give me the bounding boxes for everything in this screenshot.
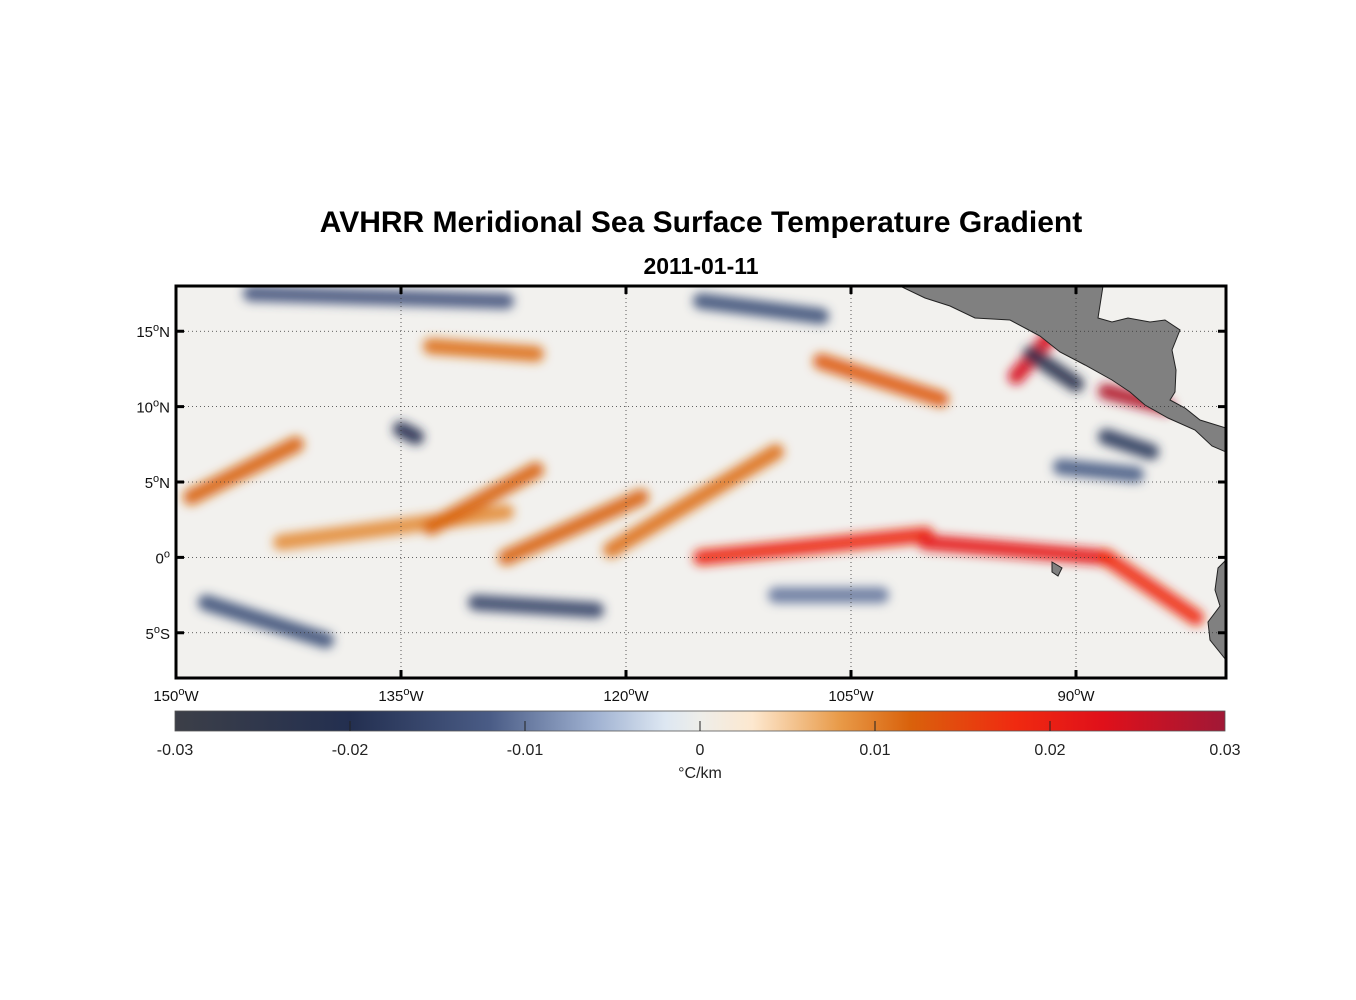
lon-tick-label: 135oW (378, 686, 424, 705)
lon-tick-label: 90oW (1058, 686, 1096, 705)
gradient-feature (1098, 428, 1159, 460)
lon-tick-label: 150oW (153, 686, 199, 705)
lon-tick-label: 105oW (828, 686, 874, 705)
colorbar-tick-label: 0 (696, 742, 705, 759)
gradient-feature (1098, 549, 1204, 626)
map-frame (174, 284, 1228, 680)
galapagos-land (1051, 561, 1063, 577)
colorbar-tick-label: 0.01 (859, 742, 890, 759)
gradient-feature (393, 421, 424, 445)
lat-tick-label: 10oN (136, 398, 170, 417)
landmass (899, 286, 1226, 661)
latitude-labels: 15oN 10oN 5oN 0o 5oS (136, 322, 170, 643)
colorbar-tick-label: 0.03 (1209, 742, 1240, 759)
gradient-feature (273, 504, 514, 551)
colorbar: -0.03 -0.02 -0.01 0 0.01 0.02 0.03 °C/km (157, 710, 1241, 782)
gradient-feature (423, 338, 544, 362)
colorbar-tick-label: 0.02 (1034, 742, 1065, 759)
gradient-feature (1053, 458, 1144, 483)
lat-tick-label: 15oN (136, 322, 170, 341)
gradient-field (183, 286, 1204, 649)
gradient-feature (198, 594, 334, 649)
colorbar-tick-label: -0.02 (332, 742, 369, 759)
lat-tick-label: 0o (156, 548, 170, 567)
central-america-land (899, 286, 1226, 453)
map-plot-area (174, 284, 1228, 680)
south-america-land (1207, 559, 1226, 661)
colorbar-tick-label: -0.01 (507, 742, 544, 759)
gradient-feature (813, 353, 949, 408)
graticule (176, 286, 1226, 678)
lat-tick-label: 5oS (146, 624, 170, 643)
lon-tick-label: 120oW (603, 686, 649, 705)
longitude-labels: 150oW 135oW 120oW 105oW 90oW (153, 686, 1095, 705)
gradient-feature (243, 286, 514, 310)
gradient-feature (603, 443, 784, 558)
map-title: AVHRR Meridional Sea Surface Temperature… (319, 206, 1083, 239)
gradient-feature (693, 293, 829, 325)
gradient-feature (183, 436, 304, 506)
gradient-feature (693, 526, 934, 566)
lat-tick-label: 5oN (145, 473, 170, 492)
gradient-feature (468, 594, 604, 619)
gradient-feature (423, 461, 544, 536)
map-subtitle: 2011-01-11 (643, 253, 759, 279)
gradient-feature (1023, 345, 1084, 392)
gradient-feature (498, 489, 649, 566)
colorbar-unit: °C/km (678, 765, 722, 782)
colorbar-ticks: -0.03 -0.02 -0.01 0 0.01 0.02 0.03 (157, 721, 1241, 759)
colorbar-tick-label: -0.03 (157, 742, 194, 759)
